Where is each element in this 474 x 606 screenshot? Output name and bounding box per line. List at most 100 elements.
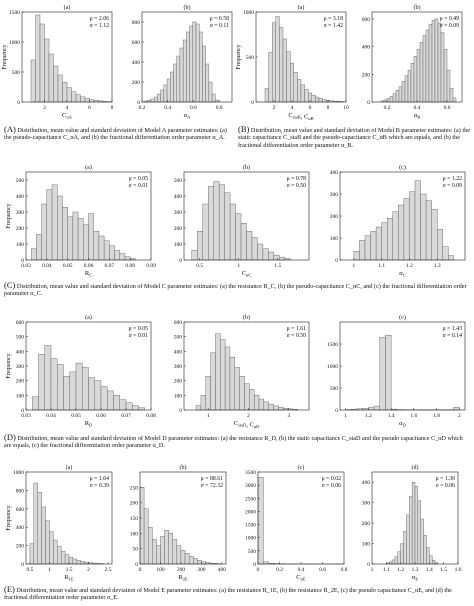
histogram-bar	[213, 181, 220, 261]
x-tick-label: 4	[291, 105, 294, 111]
histogram-bar	[257, 243, 264, 261]
histogram-bar	[76, 560, 81, 565]
mu-stat: μ = 0.78	[287, 176, 307, 182]
y-tick-label: 500	[174, 335, 183, 341]
histogram-bar	[154, 96, 158, 103]
histogram-bar	[32, 396, 39, 411]
y-tick-label: 400	[16, 194, 25, 200]
y-tick-label: 600	[362, 17, 371, 23]
histogram-bar	[157, 93, 161, 103]
caption-tag-c: (C)	[4, 280, 16, 290]
x-tick-label: 0.05	[71, 413, 81, 419]
histogram-bar	[452, 97, 457, 103]
plot-frame	[183, 171, 310, 261]
histogram-bar	[279, 27, 284, 103]
y-tick-label: 200	[174, 379, 183, 385]
y-tick-label: 1500	[245, 523, 256, 529]
histogram-bar	[311, 95, 316, 103]
histogram-bar	[414, 486, 419, 565]
sigma-stat: σ = 0.09	[443, 183, 463, 189]
histogram-bar	[205, 63, 210, 103]
histogram-bar	[263, 401, 269, 411]
plot-frame	[141, 11, 233, 103]
x-tick-label: 1	[48, 567, 51, 573]
x-axis-label: RD	[85, 420, 93, 428]
x-tick-label: 8	[327, 105, 330, 111]
y-tick-label: 800	[132, 20, 141, 26]
histogram-bar	[80, 96, 86, 103]
y-tick-label: 200	[132, 80, 141, 86]
y-tick-label: 2000	[245, 509, 256, 515]
y-tick-label: 200	[362, 521, 371, 527]
y-tick-label: 500	[330, 386, 339, 392]
histogram-bar	[191, 250, 198, 261]
y-tick-label: 0	[179, 258, 182, 264]
histogram-bar	[37, 492, 42, 565]
histogram-bar	[398, 204, 405, 261]
histogram-bar	[251, 237, 258, 261]
histogram-bar	[443, 49, 448, 103]
histogram-bar	[57, 546, 62, 565]
y-tick-label: 100	[330, 236, 339, 242]
histogram-bar	[84, 98, 90, 103]
y-tick-label: 0	[137, 100, 140, 106]
x-tick-label: 0.4	[164, 105, 171, 111]
histogram-bar	[60, 550, 66, 565]
chart-e-d: 1 1.1 1.2 1.3 1.4 1.5 1.6 0 100 200 300 400 (d) μ = 1…	[362, 464, 462, 582]
x-tick-label: 0.5	[26, 567, 33, 573]
histogram-bar	[395, 90, 400, 103]
sigma-stat: σ = 0.06	[436, 483, 456, 489]
x-tick-label: 0.8	[341, 567, 348, 573]
histogram-bar	[208, 81, 213, 103]
y-tick-label: 1000	[327, 364, 338, 370]
histogram-bar	[211, 93, 216, 103]
mu-stat: μ = 0.02	[322, 476, 342, 482]
sigma-stat: σ = 1.42	[324, 23, 344, 29]
y-tick-label: 0	[179, 408, 182, 414]
histogram-bar	[57, 364, 64, 411]
x-tick-label: 1.2	[406, 263, 413, 269]
histogram-bar	[318, 98, 323, 103]
histogram-bar	[62, 81, 68, 103]
mu-stat: μ = 1.04	[90, 476, 110, 482]
y-tick-label: 600	[132, 40, 141, 46]
histogram-bar	[297, 79, 302, 103]
x-tick-label: 0.08	[125, 263, 135, 269]
y-tick-label: 200	[174, 226, 183, 232]
histogram-bar	[173, 63, 177, 103]
x-tick-label: 1.8	[433, 413, 440, 419]
y-tick-label: 0	[17, 100, 20, 106]
mu-stat: μ = 2.06	[90, 16, 110, 22]
x-tick-label: 1.5	[274, 263, 281, 269]
caption-model-b: (B) Distribution, mean value and standar…	[238, 125, 470, 149]
histogram-bar	[268, 251, 275, 261]
histogram-bar	[389, 561, 393, 565]
x-tick-label: 0.06	[84, 263, 94, 269]
histogram-bar	[119, 399, 127, 411]
caption-tag-e: (E)	[4, 584, 15, 594]
histogram-bar	[429, 555, 433, 565]
caption-tag-d: (D)	[4, 432, 16, 442]
histogram-bar	[272, 22, 277, 103]
x-tick-label: 0.06	[96, 413, 106, 419]
caption-model-c: (C) Distribution, mean value and standar…	[4, 280, 470, 298]
x-tick-label: 0.2	[276, 567, 283, 573]
x-tick-label: 1.5	[440, 567, 447, 573]
y-axis-label: Frequency	[6, 353, 12, 378]
histogram-bar	[49, 531, 54, 565]
histogram-bar	[172, 539, 178, 565]
histogram-bar	[440, 32, 445, 103]
histogram-bar	[253, 395, 260, 411]
histogram-bar	[290, 63, 295, 103]
histogram-bar	[383, 99, 388, 103]
histogram-bar	[417, 500, 421, 565]
y-tick-label: 200	[362, 72, 371, 78]
caption-text-c: Distribution, mean value and standard de…	[4, 283, 467, 298]
histogram-bar	[275, 16, 280, 103]
y-axis-label: Frequency	[6, 203, 12, 228]
y-tick-label: 500	[12, 70, 21, 76]
histogram-bar	[235, 213, 242, 261]
chart-subtitle: (b)	[243, 314, 250, 321]
caption-text-d: Distribution, mean value and standard de…	[4, 435, 463, 450]
